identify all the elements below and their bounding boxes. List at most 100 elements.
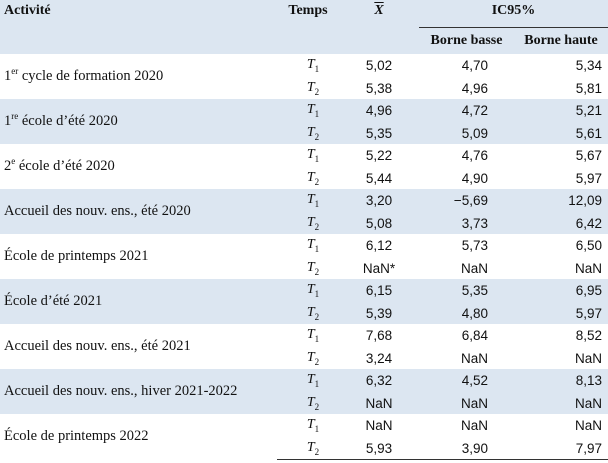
activity-label: 1 bbox=[4, 113, 12, 129]
time-index: 2 bbox=[314, 176, 320, 187]
time-cell: T2 bbox=[277, 122, 339, 144]
activity-label-rest: école d’été 2020 bbox=[18, 113, 118, 129]
time-letter: T bbox=[306, 372, 315, 388]
time-index: 1 bbox=[314, 288, 320, 299]
mean-cell: 5,93 bbox=[339, 437, 419, 460]
activity-label: 2 bbox=[4, 158, 12, 174]
time-index: 2 bbox=[314, 221, 320, 232]
table-row: Accueil des nouv. ens., hiver 2021-2022 T… bbox=[0, 369, 608, 414]
activity-label: 1 bbox=[4, 68, 12, 84]
upper-bound-cell: 7,97 bbox=[514, 437, 608, 460]
time-cell: T1 bbox=[277, 189, 339, 212]
activity-label: Accueil des nouv. ens., été 2021 bbox=[4, 338, 191, 354]
mean-cell: 6,12 bbox=[365, 238, 393, 253]
upper-bound-cell: 5,97 bbox=[514, 302, 608, 324]
upper-bound-cell: 6,95 bbox=[514, 279, 608, 302]
mean-cell: 3,24 bbox=[365, 350, 393, 366]
time-index: 1 bbox=[314, 153, 320, 164]
header-upper-bound: Borne haute bbox=[514, 27, 608, 54]
mean-cell: 7,68 bbox=[365, 328, 393, 343]
table-row: T2 5,44 4,90 5,97 bbox=[0, 167, 608, 189]
time-letter: T bbox=[306, 439, 315, 455]
time-cell: T2 bbox=[277, 212, 339, 234]
table-row: T2 NaN* NaN NaN bbox=[0, 257, 608, 279]
upper-bound-cell: 5,97 bbox=[575, 170, 602, 186]
table-row: T2 5,39 4,80 5,97 bbox=[0, 302, 608, 324]
time-letter: T bbox=[306, 79, 315, 95]
time-cell: T1 bbox=[277, 144, 339, 167]
time-cell: T1 bbox=[277, 369, 339, 392]
lower-bound-cell: 5,73 bbox=[461, 238, 488, 253]
time-cell: T1 bbox=[277, 54, 339, 77]
table-row: École d’été 2021 T1 6,15 5,35 6,95 bbox=[0, 279, 608, 324]
time-index: 2 bbox=[314, 131, 320, 142]
time-letter: T bbox=[306, 57, 315, 73]
mean-cell: NaN bbox=[339, 392, 419, 414]
mean-cell: 6,15 bbox=[339, 279, 419, 302]
activity-cell: Accueil des nouv. ens., été 2020 bbox=[0, 189, 277, 234]
activity-cell: Accueil des nouv. ens., été 2021 bbox=[0, 324, 277, 369]
time-cell: T1 bbox=[277, 324, 339, 347]
header-lower-bound: Borne basse bbox=[419, 27, 514, 54]
table-row: Accueil des nouv. ens., été 2020 T1 3,20 −5… bbox=[0, 189, 608, 234]
time-index: 1 bbox=[314, 198, 320, 209]
lower-bound-cell: NaN bbox=[460, 418, 488, 433]
lower-bound-cell: NaN bbox=[419, 392, 514, 414]
upper-bound-cell: NaN bbox=[574, 350, 602, 366]
header-activity: Activité bbox=[0, 0, 277, 54]
time-letter: T bbox=[306, 394, 315, 410]
time-letter: T bbox=[306, 102, 315, 118]
activity-ordinal: er bbox=[11, 66, 19, 77]
lower-bound-cell: 6,84 bbox=[461, 328, 488, 343]
time-index: 1 bbox=[314, 243, 320, 254]
time-index: 1 bbox=[314, 423, 320, 434]
lower-bound-cell: 4,76 bbox=[461, 148, 488, 163]
mean-cell: NaN bbox=[365, 418, 393, 433]
activity-cell: École d’été 2021 bbox=[0, 279, 277, 324]
activity-cell: 1er cycle de formation 2020 bbox=[0, 54, 277, 99]
activity-label: École de printemps 2022 bbox=[4, 428, 149, 445]
time-cell: T1 bbox=[277, 99, 339, 122]
time-index: 1 bbox=[314, 378, 320, 389]
activity-label-rest: école d’été 2020 bbox=[15, 158, 115, 174]
time-letter: T bbox=[306, 169, 315, 185]
mean-cell: 5,39 bbox=[339, 302, 419, 324]
activity-ordinal: re bbox=[11, 111, 19, 122]
mean-cell: 5,08 bbox=[339, 212, 419, 234]
table-row: 1er cycle de formation 2020 T1 5,02 4,70 5,3… bbox=[0, 54, 608, 84]
upper-bound-cell: NaN bbox=[574, 260, 602, 276]
lower-bound-cell: 5,09 bbox=[419, 122, 514, 144]
time-letter: T bbox=[306, 147, 315, 163]
table-row: École de printemps 2022 T1 NaN NaN NaN bbox=[0, 414, 608, 444]
lower-bound-cell: 3,73 bbox=[419, 212, 514, 234]
time-letter: T bbox=[306, 237, 315, 253]
activity-cell: 2e école d’été 2020 bbox=[0, 144, 277, 189]
time-cell: T2 bbox=[277, 257, 339, 279]
lower-bound-cell: 4,90 bbox=[461, 170, 488, 186]
time-cell: T1 bbox=[277, 414, 339, 437]
lower-bound-cell: 4,52 bbox=[419, 369, 514, 392]
time-cell: T1 bbox=[277, 279, 339, 302]
table-row: T2 3,24 NaN NaN bbox=[0, 347, 608, 369]
time-index: 2 bbox=[314, 356, 320, 367]
lower-bound-cell: 5,35 bbox=[419, 279, 514, 302]
time-index: 2 bbox=[314, 401, 320, 412]
upper-bound-cell: 8,52 bbox=[575, 328, 602, 343]
upper-bound-cell: 5,81 bbox=[575, 80, 602, 96]
mean-cell: 5,22 bbox=[365, 148, 393, 163]
time-index: 2 bbox=[314, 446, 320, 457]
upper-bound-cell: 5,21 bbox=[514, 99, 608, 122]
time-letter: T bbox=[306, 327, 315, 343]
upper-bound-cell: 5,61 bbox=[514, 122, 608, 144]
mean-cell: 5,44 bbox=[365, 170, 393, 186]
table-row: 2e école d’été 2020 T1 5,22 4,76 5,67 bbox=[0, 144, 608, 174]
table-row: T2 5,93 3,90 7,97 bbox=[0, 437, 608, 460]
mean-cell: NaN* bbox=[362, 260, 396, 276]
header-time: Temps bbox=[277, 0, 339, 54]
lower-bound-cell: 4,72 bbox=[419, 99, 514, 122]
mean-cell: 5,38 bbox=[365, 80, 393, 96]
lower-bound-cell: 4,80 bbox=[419, 302, 514, 324]
time-letter: T bbox=[306, 124, 315, 140]
time-index: 1 bbox=[314, 63, 320, 74]
